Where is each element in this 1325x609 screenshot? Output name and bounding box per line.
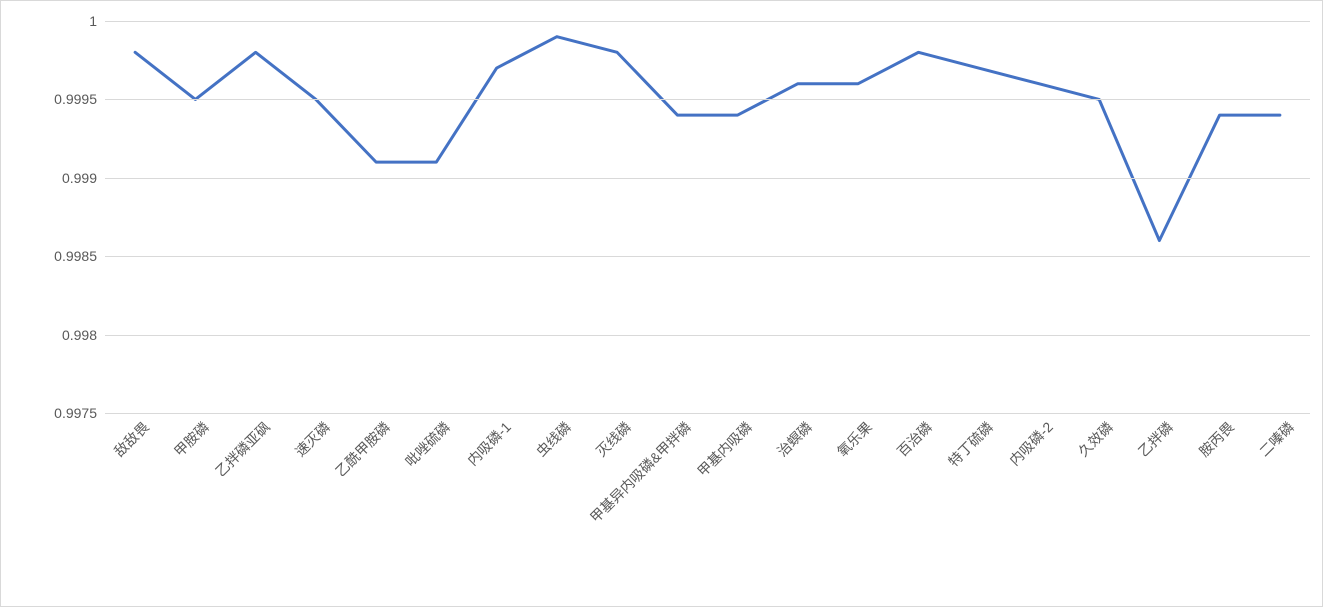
x-tick-label: 治螟磷	[768, 413, 816, 461]
gridline	[105, 21, 1310, 22]
gridline	[105, 256, 1310, 257]
x-tick-label: 二嗪磷	[1250, 413, 1298, 461]
y-tick-label: 0.999	[62, 170, 105, 186]
plot-area: 0.99750.9980.99850.9990.99951敌敌畏甲胺磷乙拌磷亚砜…	[105, 21, 1310, 413]
x-tick-label: 胺丙畏	[1190, 413, 1238, 461]
series-line	[135, 37, 1280, 241]
gridline	[105, 178, 1310, 179]
x-tick-label: 灭线磷	[587, 413, 635, 461]
x-tick-label: 敌敌畏	[105, 413, 153, 461]
x-tick-label: 百治磷	[889, 413, 937, 461]
y-tick-label: 0.9995	[54, 91, 105, 107]
y-tick-label: 0.9985	[54, 248, 105, 264]
y-tick-label: 0.9975	[54, 405, 105, 421]
x-tick-label: 乙拌磷	[1130, 413, 1178, 461]
x-tick-label: 内吸磷-2	[1000, 413, 1057, 470]
x-tick-label: 甲胺磷	[166, 413, 214, 461]
data-line	[105, 21, 1310, 413]
x-tick-label: 甲基内吸磷	[688, 413, 756, 481]
x-tick-label: 吡唑硫磷	[397, 413, 455, 471]
x-tick-label: 久效磷	[1069, 413, 1117, 461]
x-tick-label: 内吸磷-1	[458, 413, 515, 470]
x-tick-label: 乙拌磷亚砜	[206, 413, 274, 481]
gridline	[105, 413, 1310, 414]
x-tick-label: 速灭磷	[286, 413, 334, 461]
x-tick-label: 虫线磷	[527, 413, 575, 461]
x-tick-label: 乙酰甲胺磷	[327, 413, 395, 481]
line-chart: 0.9975 0.998 0.9985 0.999 0.9995 1 敌敌畏甲胺磷乙拌磷亚砜…	[0, 0, 1323, 607]
x-tick-label: 氧乐果	[828, 413, 876, 461]
y-tick-label: 0.998	[62, 327, 105, 343]
y-tick-label: 1	[89, 13, 105, 29]
gridline	[105, 335, 1310, 336]
x-tick-label: 特丁硫磷	[939, 413, 997, 471]
gridline	[105, 99, 1310, 100]
